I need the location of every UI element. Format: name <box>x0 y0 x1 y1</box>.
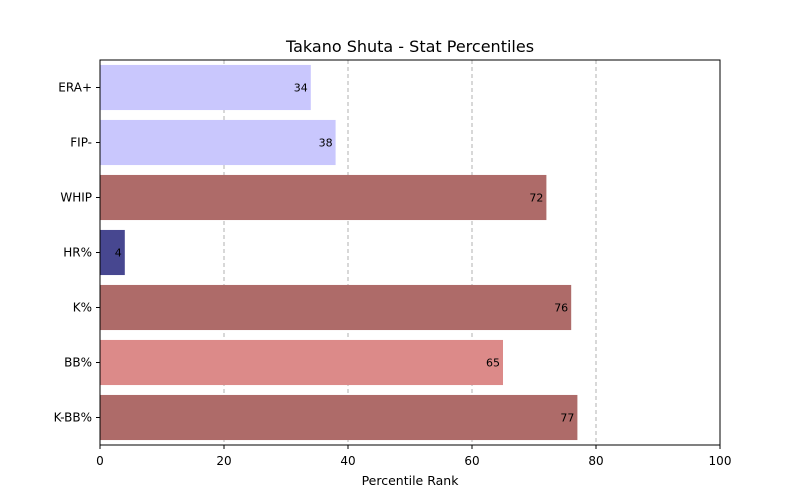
y-tick-label: BB% <box>64 356 92 370</box>
grid <box>223 60 597 445</box>
y-tick-label: ERA+ <box>58 81 92 95</box>
data-label: 65 <box>486 357 500 370</box>
x-tick-label: 0 <box>96 454 104 468</box>
x-tick-label: 20 <box>216 454 231 468</box>
data-label: 34 <box>294 82 308 95</box>
bar-bb- <box>100 339 503 386</box>
bar-whip <box>100 174 547 221</box>
data-label: 72 <box>529 192 543 205</box>
x-axis-label: Percentile Rank <box>362 473 460 488</box>
plot-frame <box>99 59 721 446</box>
data-label: 38 <box>319 137 333 150</box>
chart-title: Takano Shuta - Stat Percentiles <box>285 37 534 56</box>
data-label: 4 <box>115 247 122 260</box>
bar-era- <box>100 64 311 111</box>
x-tick-label: 40 <box>340 454 355 468</box>
bar-hr- <box>100 229 125 276</box>
y-tick-label: HR% <box>63 246 92 260</box>
x-tick-label: 80 <box>588 454 603 468</box>
bar-k-bb- <box>100 394 578 441</box>
bar-fip- <box>100 119 336 166</box>
y-tick-label: FIP- <box>70 136 92 150</box>
y-tick-label: K% <box>73 301 92 315</box>
y-tick-label: K-BB% <box>54 411 92 425</box>
data-label: 76 <box>554 302 568 315</box>
ticks: ERA+ FIP- WHIP HR% K% BB% K-BB% 0 20 40 60 80 100 <box>54 81 732 469</box>
bars: 34 38 72 4 76 65 77 <box>100 64 578 441</box>
x-tick-label: 60 <box>464 454 479 468</box>
x-tick-label: 100 <box>709 454 732 468</box>
bar-k- <box>100 284 572 331</box>
y-tick-label: WHIP <box>60 191 92 205</box>
data-label: 77 <box>560 412 574 425</box>
